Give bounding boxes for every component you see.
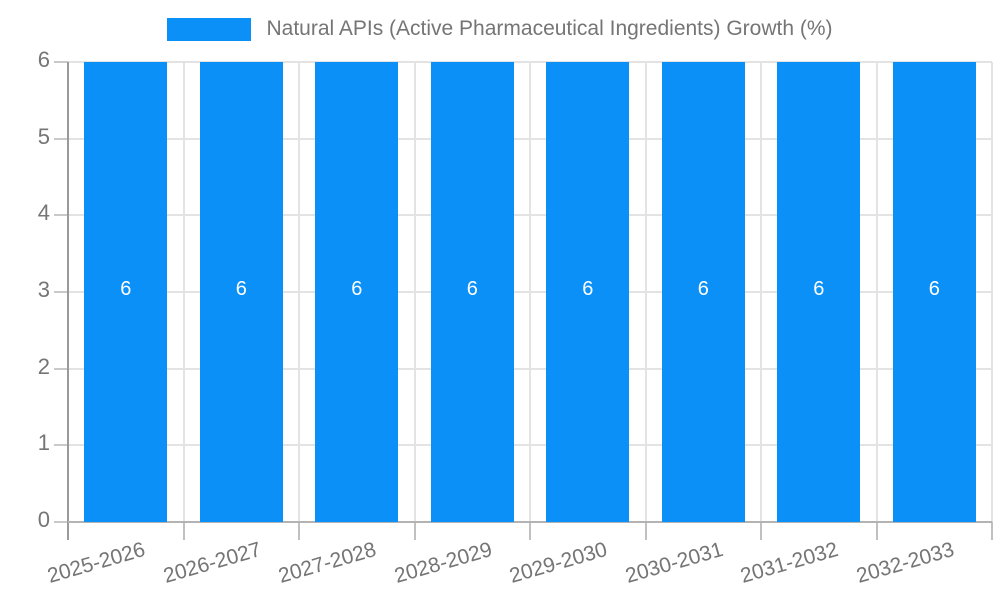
gridline-vertical <box>413 62 416 522</box>
y-axis-tick <box>54 137 68 140</box>
y-axis-tick <box>54 214 68 217</box>
x-axis-category-label: 2031-2032 <box>738 538 842 588</box>
x-axis-tick <box>644 522 647 540</box>
legend-swatch <box>167 17 252 41</box>
y-axis-tick-label: 2 <box>37 353 50 379</box>
bar <box>546 62 630 522</box>
x-axis-tick <box>298 522 300 540</box>
bar-value-label: 6 <box>120 278 132 300</box>
bar-value-label: 6 <box>351 278 363 300</box>
y-axis-tick-label: 1 <box>37 430 50 456</box>
legend: Natural APIs (Active Pharmaceutical Ingr… <box>0 17 1000 41</box>
bar-value-label: 6 <box>928 278 940 300</box>
gridline-vertical <box>529 62 531 522</box>
bar-value-label: 6 <box>235 278 247 300</box>
x-axis-tick <box>875 522 878 540</box>
x-axis-tick <box>529 522 531 540</box>
y-axis-tick <box>54 521 68 523</box>
bar-value-label: 6 <box>582 278 594 300</box>
x-axis-category-label: 2028-2029 <box>391 538 495 588</box>
y-axis-line <box>67 62 69 540</box>
bar-value-label: 6 <box>697 278 709 300</box>
gridline-vertical <box>644 62 647 522</box>
gridline-vertical <box>991 62 993 522</box>
bar-value-label: 6 <box>813 278 825 300</box>
x-axis-category-label: 2030-2031 <box>622 538 726 588</box>
x-axis-tick <box>182 522 185 540</box>
x-axis-category-label: 2032-2033 <box>853 538 957 588</box>
x-axis-category-label: 2027-2028 <box>276 538 380 588</box>
gridline-vertical <box>875 62 878 522</box>
y-axis-tick <box>54 367 68 370</box>
legend-label: Natural APIs (Active Pharmaceutical Ingr… <box>266 17 833 40</box>
bar <box>661 62 745 522</box>
bar <box>315 62 399 522</box>
bar <box>199 62 283 522</box>
bar-value-label: 6 <box>466 278 478 300</box>
gridline-vertical <box>298 62 300 522</box>
y-axis-tick <box>54 291 68 293</box>
gridline-vertical <box>760 62 762 522</box>
x-axis-tick <box>991 522 993 540</box>
y-axis-tick-label: 6 <box>37 47 50 72</box>
x-axis-category-label: 2025-2026 <box>45 538 149 588</box>
bar <box>892 62 976 522</box>
y-axis-tick <box>54 444 68 447</box>
gridline-vertical <box>182 62 185 522</box>
y-axis-tick <box>54 61 68 63</box>
x-axis-tick <box>760 522 762 540</box>
x-axis-category-label: 2026-2027 <box>160 538 264 588</box>
y-axis-tick-label: 3 <box>37 277 50 302</box>
bar <box>84 62 168 522</box>
bar <box>777 62 861 522</box>
x-axis-category-label: 2029-2030 <box>507 538 611 588</box>
y-axis-tick-label: 0 <box>37 507 50 532</box>
y-axis-tick-label: 4 <box>37 200 50 226</box>
y-axis-tick-label: 5 <box>37 123 50 149</box>
x-axis-line <box>68 521 992 523</box>
bar <box>430 62 514 522</box>
x-axis-tick <box>413 522 416 540</box>
